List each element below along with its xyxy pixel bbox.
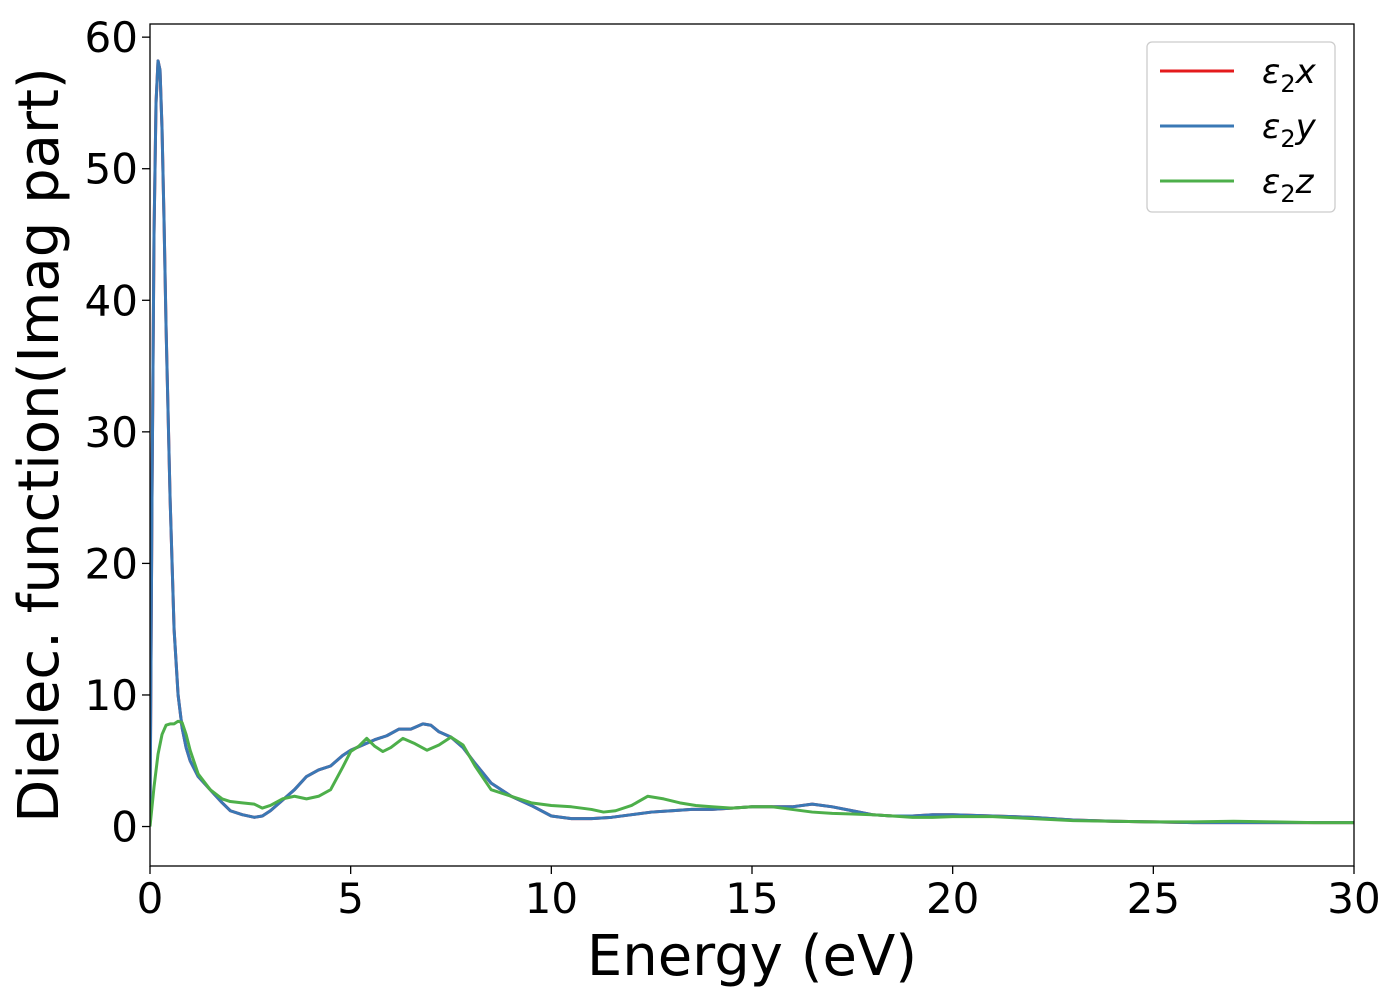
x-tick-label: 5 — [337, 874, 364, 923]
legend-label-y: ε2y — [1262, 107, 1317, 153]
legend-frame — [1146, 41, 1336, 213]
y-tick-label: 60 — [85, 13, 138, 62]
x-tick-label: 20 — [926, 874, 979, 923]
y-axis-title: Dielec. function(Imag part) — [7, 67, 72, 823]
legend: ε2x ε2y ε2z — [1146, 41, 1336, 213]
x-tick-label: 30 — [1327, 874, 1380, 923]
series-layer — [150, 59, 1354, 827]
x-axis-title: Energy (eV) — [587, 924, 917, 989]
legend-label-x: ε2x — [1262, 52, 1317, 98]
y-tick-label: 10 — [85, 671, 138, 720]
y-tick-label: 40 — [85, 276, 138, 325]
y-axis: 0 10 20 30 40 50 60 — [85, 13, 150, 852]
y-tick-label: 0 — [111, 803, 138, 852]
x-tick-label: 15 — [725, 874, 778, 923]
x-tick-label: 0 — [137, 874, 164, 923]
series-line-z — [150, 719, 1354, 827]
x-tick-label: 25 — [1127, 874, 1180, 923]
y-tick-label: 50 — [85, 145, 138, 194]
legend-label-z: ε2z — [1262, 162, 1315, 208]
y-tick-label: 20 — [85, 539, 138, 588]
y-tick-label: 30 — [85, 408, 138, 457]
x-tick-label: 10 — [525, 874, 578, 923]
x-axis: 0 5 10 15 20 25 30 — [137, 866, 1381, 923]
